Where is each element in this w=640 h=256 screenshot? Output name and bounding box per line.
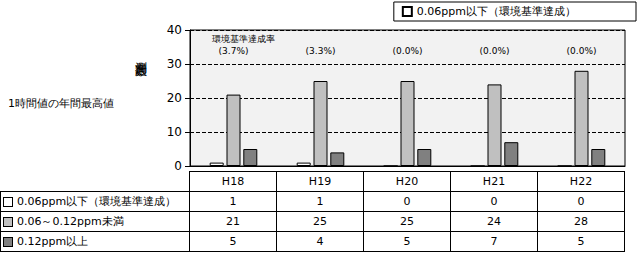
html-text:5: 5 [403, 235, 411, 248]
html-text:0.06ppm以下（環境基準達成）: 0.06ppm以下（環境基準達成） [17, 195, 177, 208]
html-text:0.12ppm以上: 0.12ppm以上 [17, 235, 89, 248]
html-text:24: 24 [487, 215, 501, 228]
svg-text:10: 10 [167, 125, 182, 139]
svg-text:環境基準達成率: 環境基準達成率 [212, 34, 275, 44]
html-text:0.06～0.12ppm未満: 0.06～0.12ppm未満 [17, 215, 124, 228]
svg-text:(3.7%): (3.7%) [219, 46, 249, 56]
svg-text:0.06ppm以下（環境基準達成）: 0.06ppm以下（環境基準達成） [417, 5, 576, 18]
html-text:H19: H19 [308, 175, 332, 188]
svg-text:30: 30 [167, 57, 182, 71]
html-text:0: 0 [490, 195, 498, 208]
svg-text:(0.0%): (0.0%) [393, 46, 423, 56]
html-text:H22: H22 [569, 175, 593, 188]
html-text:7: 7 [490, 235, 498, 248]
html-text:25: 25 [400, 215, 414, 228]
svg-text:(3.3%): (3.3%) [306, 46, 336, 56]
html-text:4: 4 [316, 235, 324, 248]
html-text:28: 28 [574, 215, 588, 228]
html-text:H20: H20 [395, 175, 419, 188]
html-text:0: 0 [403, 195, 411, 208]
html-text:1時間値の年間最高値: 1時間値の年間最高値 [8, 97, 114, 110]
html-text:H21: H21 [482, 175, 506, 188]
html-text:測定局数: 測定局数 [134, 52, 148, 56]
html-text:1: 1 [229, 195, 237, 208]
svg-text:40: 40 [167, 23, 182, 37]
html-text:0: 0 [577, 195, 585, 208]
svg-text:(0.0%): (0.0%) [480, 46, 510, 56]
svg-text:0: 0 [174, 159, 182, 172]
svg-text:(0.0%): (0.0%) [567, 46, 597, 56]
svg-text:20: 20 [167, 91, 182, 105]
html-text:21: 21 [226, 215, 240, 228]
html-text:5: 5 [229, 235, 237, 248]
html-text:1: 1 [316, 195, 324, 208]
html-text:5: 5 [577, 235, 585, 248]
html-text:H18: H18 [221, 175, 245, 188]
html-text:25: 25 [313, 215, 327, 228]
